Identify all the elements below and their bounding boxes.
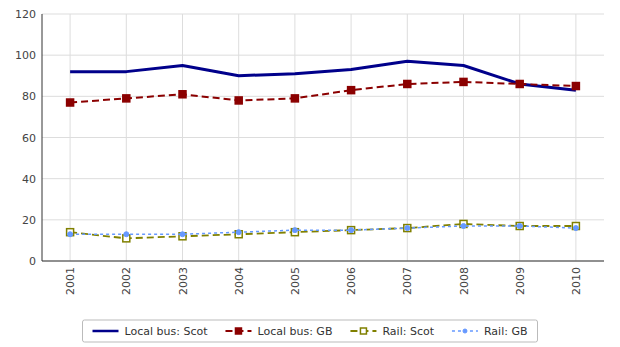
legend-label: Local bus: GB [257,325,332,338]
series-marker [292,228,297,233]
y-tick-label: 40 [22,173,36,186]
series-marker [124,232,129,237]
chart: 0 20 40 60 80 100 120 2001 2002 2003 2004 2005 2006 2… [0,0,620,347]
legend-marker [235,328,241,334]
x-grid-line [182,14,183,261]
legend-marker [360,328,366,334]
y-tick-label: 0 [29,255,36,268]
x-tick-label: 2006 [345,267,358,295]
legend-label: Rail: GB [484,325,528,338]
x-tick-label: 2001 [64,267,77,295]
y-axis-line [42,14,43,261]
series-marker [573,226,578,231]
series-marker [291,95,298,102]
y-tick-label: 120 [15,8,36,21]
series-marker [516,80,523,87]
y-tick-label: 20 [22,214,36,227]
series-line [70,82,576,103]
legend-box [83,320,538,342]
legend-item: Rail: GB [452,325,528,338]
x-axis-line [42,261,604,262]
series-marker [67,99,74,106]
series [70,61,576,90]
series [67,220,580,241]
x-grid-line [70,14,71,261]
legend-label: Rail: Scot [382,325,434,338]
axes: 0 20 40 60 80 100 120 2001 2002 2003 2004 2005 2006 2… [15,8,604,295]
series-marker [516,223,523,230]
series-marker [404,225,411,232]
series [67,78,580,106]
series-marker [405,226,410,231]
x-tick-label: 2002 [120,267,133,295]
series-line [70,226,576,234]
series-marker [123,95,130,102]
series-marker [68,232,73,237]
legend-item: Local bus: Scot [93,325,209,338]
series-marker [236,230,241,235]
x-grid-line [351,14,352,261]
x-grid-line [126,14,127,261]
x-tick-label: 2003 [177,267,190,295]
x-tick-label: 2004 [233,267,246,295]
y-grid-line [42,261,604,262]
x-tick-label: 2005 [289,267,302,295]
legend-item: Rail: Scot [350,325,434,338]
series-marker [348,227,355,234]
x-grid-line [238,14,239,261]
grid [42,14,604,261]
series-marker [517,224,522,229]
legend: Local bus: Scot Local bus: GB Rail: Scot Ra… [83,320,538,342]
series-line [70,61,576,90]
x-tick-label: 2009 [514,267,527,295]
y-tick-label: 100 [15,49,36,62]
series-marker [179,91,186,98]
x-tick-label: 2010 [570,267,583,295]
plot-data [67,61,580,242]
series-marker [460,78,467,85]
legend-marker [463,329,467,333]
legend-label: Local bus: Scot [125,325,209,338]
legend-swatch [93,330,119,333]
series-marker [180,232,185,237]
series-marker [349,228,354,233]
series [68,224,579,237]
x-grid-line [294,14,295,261]
series-marker [572,83,579,90]
y-tick-label: 60 [22,132,36,145]
series-marker [348,87,355,94]
series-marker [235,97,242,104]
legend-item: Local bus: GB [225,325,332,338]
series-line [70,224,576,238]
y-tick-label: 80 [22,90,36,103]
x-tick-label: 2007 [401,267,414,295]
series-marker [404,80,411,87]
series-marker [461,224,466,229]
x-tick-label: 2008 [458,267,471,295]
